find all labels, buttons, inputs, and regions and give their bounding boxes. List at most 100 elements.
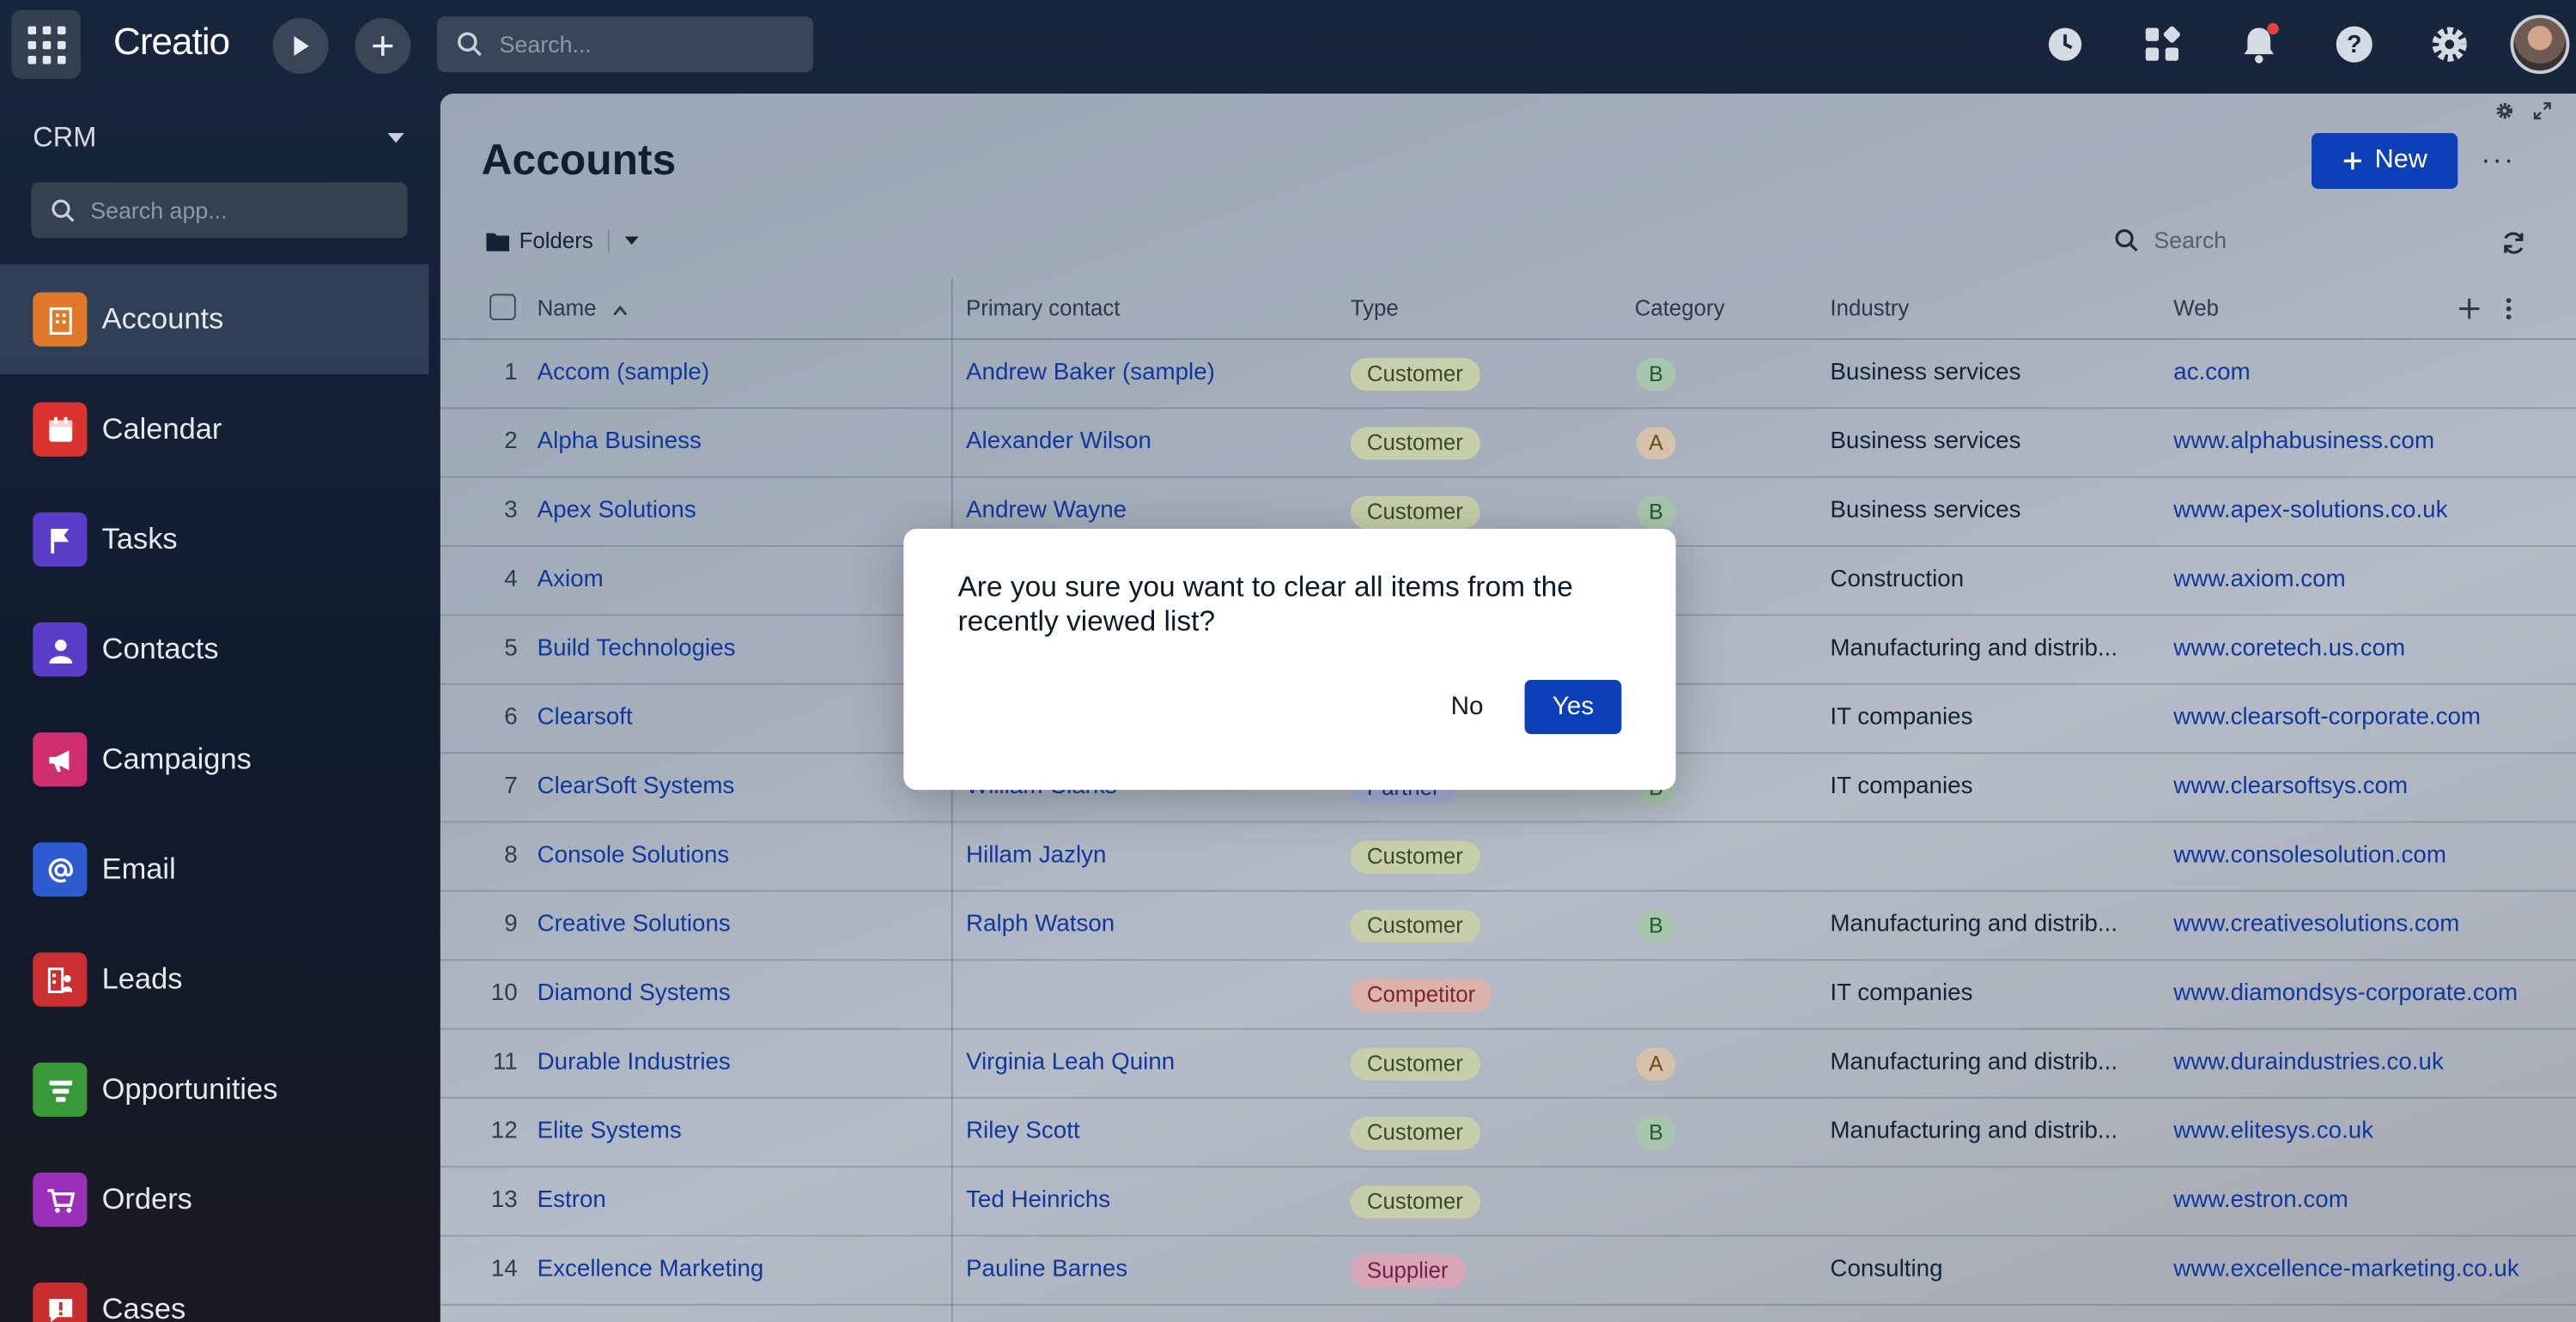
no-button[interactable]: No xyxy=(1426,680,1509,734)
user-avatar[interactable] xyxy=(2510,15,2570,75)
primary-contact-link[interactable]: Andrew Baker (sample) xyxy=(966,359,1215,386)
table-row[interactable]: 5 Build Technologies Manufacturing and dis… xyxy=(440,616,2576,685)
web-link[interactable]: www.creativesolutions.com xyxy=(2173,911,2460,938)
case-icon xyxy=(33,1283,88,1322)
sidebar-item-contacts[interactable]: Contacts xyxy=(0,595,428,705)
table-row[interactable]: 1 Accom (sample) Andrew Baker (sample) Cust… xyxy=(440,340,2576,409)
sidebar-item-email[interactable]: Email xyxy=(0,815,428,925)
sidebar-item-orders[interactable]: Orders xyxy=(0,1144,428,1254)
row-number: 13 xyxy=(490,1187,518,1214)
column-header-category[interactable]: Category xyxy=(1634,295,1725,321)
app-selector[interactable]: CRM xyxy=(33,122,404,155)
sidebar-item-leads[interactable]: Leads xyxy=(0,925,428,1034)
account-name-link[interactable]: Excellence Marketing xyxy=(537,1256,764,1283)
web-link[interactable]: www.estron.com xyxy=(2173,1187,2348,1214)
chevron-down-icon[interactable] xyxy=(624,236,639,246)
history-button[interactable] xyxy=(2044,23,2087,66)
table-row[interactable]: 11 Durable Industries Virginia Leah Quinn C… xyxy=(440,1029,2576,1099)
primary-contact-link[interactable]: Andrew Wayne xyxy=(966,497,1127,525)
app-search[interactable] xyxy=(31,182,408,239)
search-icon xyxy=(458,32,482,57)
refresh-button[interactable] xyxy=(2500,230,2527,264)
sidebar-item-calendar[interactable]: Calendar xyxy=(0,374,428,484)
web-link[interactable]: www.excellence-marketing.co.uk xyxy=(2173,1256,2519,1283)
web-link[interactable]: www.apex-solutions.co.uk xyxy=(2173,497,2448,525)
table-row[interactable]: 8 Console Solutions Hillam Jazlyn Customer w… xyxy=(440,822,2576,892)
primary-contact-link[interactable]: Ralph Watson xyxy=(966,911,1115,938)
expand-icon[interactable] xyxy=(2533,102,2551,120)
create-button[interactable] xyxy=(355,18,411,75)
help-button[interactable]: ? xyxy=(2333,23,2376,66)
web-link[interactable]: www.diamondsys-corporate.com xyxy=(2173,980,2518,1007)
widgets-button[interactable] xyxy=(2141,23,2184,66)
svg-text:?: ? xyxy=(2347,31,2362,58)
primary-contact-link[interactable]: Alexander Wilson xyxy=(966,428,1151,455)
notifications-button[interactable] xyxy=(2238,22,2281,66)
account-name-link[interactable]: Estron xyxy=(537,1187,606,1214)
column-header-name[interactable]: Name xyxy=(538,295,628,320)
column-header-type[interactable]: Type xyxy=(1350,295,1399,321)
type-badge: Customer xyxy=(1350,909,1479,943)
column-header-industry[interactable]: Industry xyxy=(1830,295,1910,321)
folders-button[interactable]: Folders xyxy=(486,228,639,253)
web-link[interactable]: www.coretech.us.com xyxy=(2173,635,2406,662)
category-badge: B xyxy=(1636,495,1676,529)
sidebar-item-accounts[interactable]: Accounts xyxy=(0,264,429,375)
account-name-link[interactable]: Diamond Systems xyxy=(537,980,731,1007)
account-name-link[interactable]: Accom (sample) xyxy=(537,359,710,386)
primary-contact-link[interactable]: Hillam Jazlyn xyxy=(966,842,1107,869)
account-name-link[interactable]: Creative Solutions xyxy=(537,911,731,938)
table-row[interactable]: 14 Excellence Marketing Pauline Barnes Supp… xyxy=(440,1236,2576,1306)
global-search[interactable] xyxy=(436,16,814,73)
web-link[interactable]: www.clearsoftsys.com xyxy=(2173,773,2409,800)
web-link[interactable]: ac.com xyxy=(2173,359,2251,386)
industry-value: Consulting xyxy=(1830,1256,1943,1283)
table-row[interactable]: 3 Apex Solutions Andrew Wayne Customer B Busi… xyxy=(440,478,2576,548)
web-link[interactable]: www.duraindustries.co.uk xyxy=(2173,1049,2444,1076)
gear-icon[interactable] xyxy=(2495,102,2513,120)
account-name-link[interactable]: Alpha Business xyxy=(537,428,702,455)
primary-contact-link[interactable]: Pauline Barnes xyxy=(966,1256,1128,1283)
table-row[interactable]: 2 Alpha Business Alexander Wilson Customer A… xyxy=(440,409,2576,478)
sidebar-item-tasks[interactable]: Tasks xyxy=(0,484,428,594)
web-link[interactable]: www.axiom.com xyxy=(2173,566,2346,593)
list-search[interactable] xyxy=(2114,226,2450,253)
web-link[interactable]: www.elitesys.co.uk xyxy=(2173,1118,2374,1145)
table-row[interactable]: 13 Estron Ted Heinrichs Customer www.estron.… xyxy=(440,1167,2576,1237)
sidebar-item-campaigns[interactable]: Campaigns xyxy=(0,705,428,815)
account-name-link[interactable]: Elite Systems xyxy=(537,1118,682,1145)
list-search-input[interactable] xyxy=(2154,226,2450,253)
app-search-input[interactable] xyxy=(90,197,386,224)
table-row[interactable]: 9 Creative Solutions Ralph Watson Customer B… xyxy=(440,892,2576,961)
account-name-link[interactable]: Durable Industries xyxy=(537,1049,731,1076)
yes-button[interactable]: Yes xyxy=(1524,679,1622,735)
run-process-button[interactable] xyxy=(272,18,329,75)
folder-icon xyxy=(486,232,510,251)
web-link[interactable]: www.alphabusiness.com xyxy=(2173,428,2435,455)
primary-contact-link[interactable]: Ted Heinrichs xyxy=(966,1187,1111,1214)
account-name-link[interactable]: Console Solutions xyxy=(537,842,730,869)
add-column-icon[interactable] xyxy=(2458,297,2481,320)
web-link[interactable]: www.consolesolution.com xyxy=(2173,842,2446,869)
settings-button[interactable] xyxy=(2428,23,2471,66)
primary-contact-link[interactable]: Riley Scott xyxy=(966,1118,1080,1145)
column-header-web[interactable]: Web xyxy=(2173,295,2219,321)
primary-contact-link[interactable]: Virginia Leah Quinn xyxy=(966,1049,1176,1076)
sidebar-item-cases[interactable]: Cases xyxy=(0,1255,428,1322)
table-row[interactable]: 10 Diamond Systems Competitor IT companies w… xyxy=(440,961,2576,1030)
column-options-icon[interactable] xyxy=(2506,297,2512,320)
account-name-link[interactable]: ClearSoft Systems xyxy=(537,773,735,800)
new-account-button[interactable]: New xyxy=(2312,132,2458,189)
global-search-input[interactable] xyxy=(499,31,796,58)
select-all-checkbox[interactable] xyxy=(489,294,516,321)
app-launcher-button[interactable] xyxy=(11,9,81,79)
web-link[interactable]: www.clearsoft-corporate.com xyxy=(2173,704,2481,731)
account-name-link[interactable]: Apex Solutions xyxy=(537,497,696,525)
account-name-link[interactable]: Build Technologies xyxy=(537,635,736,662)
account-name-link[interactable]: Axiom xyxy=(537,566,604,593)
more-actions-icon[interactable]: ··· xyxy=(2481,143,2516,176)
sidebar-item-opportunities[interactable]: Opportunities xyxy=(0,1034,428,1144)
account-name-link[interactable]: Clearsoft xyxy=(537,704,633,731)
column-header-primary-contact[interactable]: Primary contact xyxy=(966,295,1121,321)
table-row[interactable]: 12 Elite Systems Riley Scott Customer B Manuf… xyxy=(440,1099,2576,1168)
